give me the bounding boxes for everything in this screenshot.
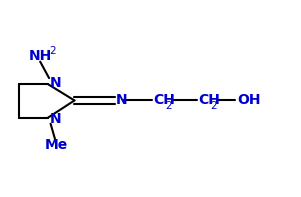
- Text: CH: CH: [154, 93, 175, 107]
- Text: Me: Me: [45, 138, 68, 152]
- Text: N: N: [50, 76, 62, 90]
- Text: CH: CH: [198, 93, 220, 107]
- Text: OH: OH: [237, 93, 260, 107]
- Text: 2: 2: [210, 101, 217, 111]
- Text: N: N: [116, 93, 128, 107]
- Text: 2: 2: [166, 101, 172, 111]
- Text: NH: NH: [29, 49, 52, 63]
- Text: 2: 2: [49, 46, 56, 56]
- Text: N: N: [50, 112, 62, 126]
